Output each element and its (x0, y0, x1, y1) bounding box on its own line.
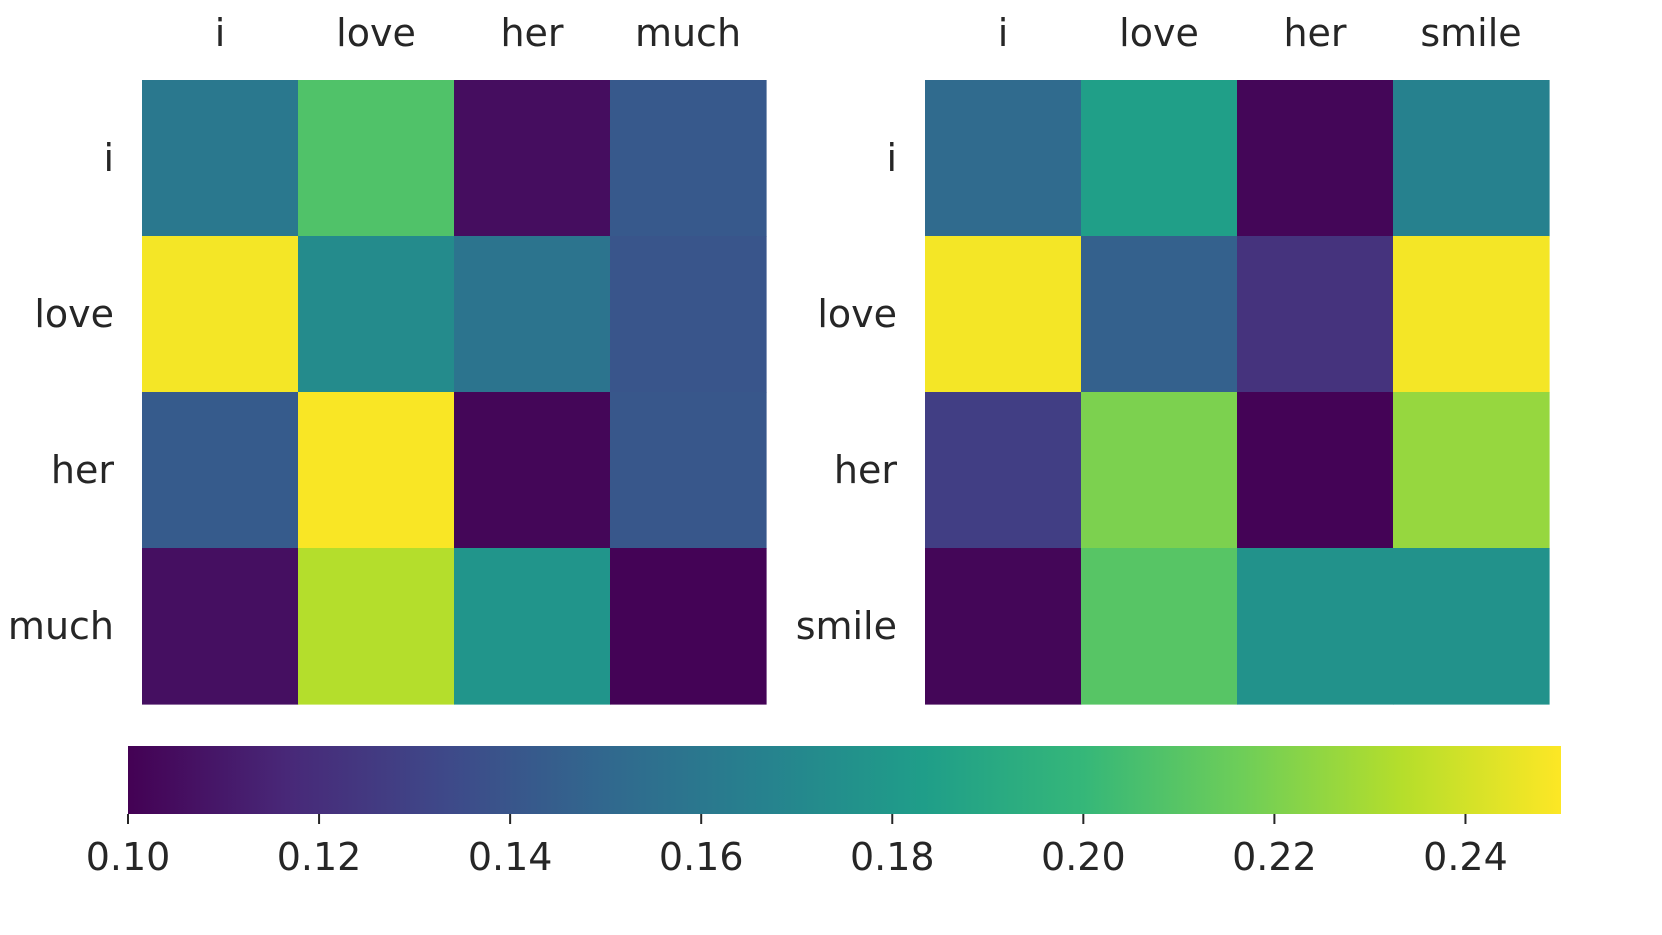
left-y-tick-label: love (34, 292, 114, 336)
right-y-tick-label: her (834, 448, 897, 492)
heatmap-right: i love her smile i love her smile (796, 11, 1550, 705)
colorbar-tick-label: 0.24 (1423, 835, 1508, 879)
colorbar-tick-label: 0.18 (850, 835, 935, 879)
colorbar-tick-label: 0.10 (86, 835, 171, 879)
colorbar: 0.10 0.12 0.14 0.16 0.18 0.20 0.22 0.24 (86, 746, 1561, 879)
left-x-tick-label: love (336, 11, 416, 55)
colorbar-tick-label: 0.14 (468, 835, 553, 879)
right-heatmap-cell-0-2 (1237, 80, 1394, 237)
left-y-tick-label: her (51, 448, 114, 492)
right-heatmap-cell-2-2 (1237, 392, 1394, 549)
left-heatmap-cell-2-3 (610, 392, 767, 549)
colorbar-tick-label: 0.16 (659, 835, 744, 879)
right-x-tick-label: love (1119, 11, 1199, 55)
left-heatmap-cell-2-0 (142, 392, 299, 549)
left-heatmap-cell-3-2 (454, 548, 611, 705)
right-heatmap-cell-1-2 (1237, 236, 1394, 393)
left-x-tick-label: much (635, 11, 741, 55)
left-heatmap-cell-0-1 (298, 80, 455, 237)
right-y-tick-label: i (886, 136, 897, 180)
left-heatmap-cell-1-1 (298, 236, 455, 393)
right-heatmap-cell-3-0 (925, 548, 1082, 705)
right-heatmap-cell-2-3 (1393, 392, 1550, 549)
right-y-tick-label: smile (796, 604, 897, 648)
right-heatmap-cell-1-0 (925, 236, 1082, 393)
left-y-tick-label: much (8, 604, 114, 648)
right-heatmap-cell-3-2 (1237, 548, 1394, 705)
colorbar-tick-label: 0.12 (277, 835, 362, 879)
left-heatmap-cell-2-1 (298, 392, 455, 549)
right-x-tick-label: i (998, 11, 1009, 55)
left-y-tick-label: i (103, 136, 114, 180)
left-heatmap-cell-1-0 (142, 236, 299, 393)
right-heatmap-cell-3-3 (1393, 548, 1550, 705)
right-heatmap-cell-3-1 (1081, 548, 1238, 705)
left-heatmap-cell-1-2 (454, 236, 611, 393)
heatmap-left: i love her much i love her much (8, 11, 767, 705)
left-heatmap-cell-1-3 (610, 236, 767, 393)
left-heatmap-cell-2-2 (454, 392, 611, 549)
right-heatmap-cell-1-1 (1081, 236, 1238, 393)
left-heatmap-cell-3-3 (610, 548, 767, 705)
right-x-tick-label: smile (1420, 11, 1521, 55)
left-heatmap-cell-0-2 (454, 80, 611, 237)
left-heatmap-cell-0-0 (142, 80, 299, 237)
colorbar-gradient (128, 746, 1561, 814)
right-heatmap-cell-0-1 (1081, 80, 1238, 237)
right-x-tick-label: her (1283, 11, 1346, 55)
colorbar-tick-label: 0.20 (1041, 835, 1126, 879)
right-heatmap-cell-1-3 (1393, 236, 1550, 393)
colorbar-tick-label: 0.22 (1232, 835, 1317, 879)
left-x-tick-label: her (500, 11, 563, 55)
right-heatmap-cell-0-3 (1393, 80, 1550, 237)
left-x-tick-label: i (215, 11, 226, 55)
right-y-tick-label: love (817, 292, 897, 336)
left-heatmap-cell-0-3 (610, 80, 767, 237)
right-heatmap-cell-2-1 (1081, 392, 1238, 549)
left-heatmap-cell-3-0 (142, 548, 299, 705)
right-heatmap-cell-2-0 (925, 392, 1082, 549)
left-heatmap-cell-3-1 (298, 548, 455, 705)
right-heatmap-cell-0-0 (925, 80, 1082, 237)
